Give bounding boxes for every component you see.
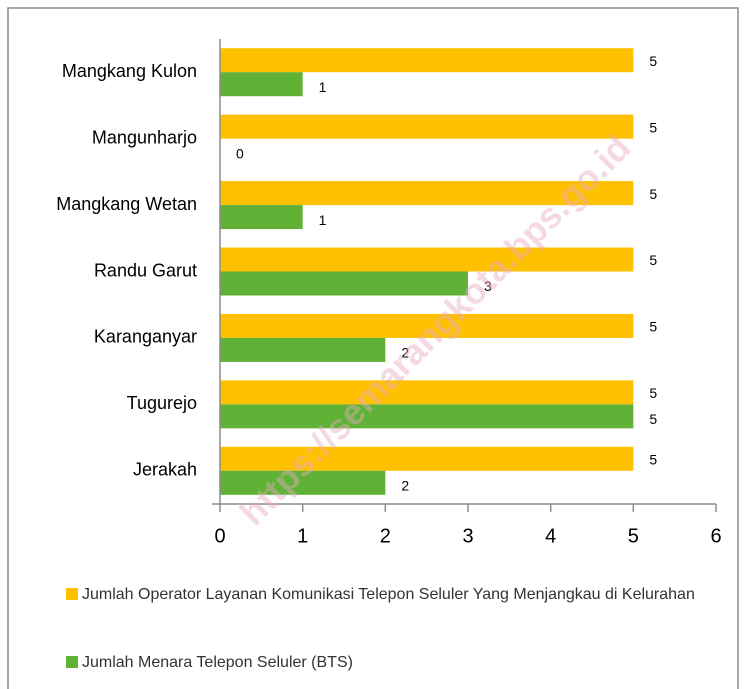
bar (220, 313, 634, 338)
legend-label: Jumlah Operator Layanan Komunikasi Telep… (82, 586, 695, 603)
data-label: 5 (649, 319, 657, 335)
chart-border (7, 7, 739, 689)
category-label: Mangkang Wetan (56, 194, 197, 214)
category-label: Mangkang Kulon (62, 61, 197, 81)
data-label: 5 (649, 53, 657, 69)
x-tick-label: 1 (297, 525, 308, 547)
bar (220, 114, 634, 139)
x-tick-label: 2 (380, 525, 391, 547)
bar (220, 337, 386, 362)
bar (220, 446, 634, 471)
data-label: 2 (401, 345, 409, 361)
category-label: Tugurejo (127, 393, 197, 413)
legend-item: Jumlah Operator Layanan Komunikasi Telep… (66, 582, 726, 607)
bar (220, 181, 634, 206)
data-label: 3 (484, 278, 492, 294)
data-label: 5 (649, 451, 657, 467)
data-label: 5 (649, 411, 657, 427)
x-tick-label: 5 (628, 525, 639, 547)
data-label: 5 (649, 385, 657, 401)
category-label: Jerakah (133, 460, 197, 480)
category-label: Mangunharjo (92, 127, 197, 147)
data-label: 0 (236, 145, 244, 161)
bar (220, 380, 634, 405)
bar (220, 404, 634, 429)
legend-swatch (66, 656, 78, 668)
bar (220, 48, 634, 73)
category-label: Randu Garut (94, 260, 197, 280)
data-label: 2 (401, 477, 409, 493)
data-label: 5 (649, 119, 657, 135)
bar (220, 470, 386, 495)
x-tick-label: 0 (214, 525, 225, 547)
bar (220, 205, 303, 230)
bar (220, 72, 303, 97)
legend-item: Jumlah Menara Telepon Seluler (BTS) (66, 650, 356, 675)
data-label: 5 (649, 252, 657, 268)
bar (220, 271, 468, 296)
legend-label: Jumlah Menara Telepon Seluler (BTS) (82, 654, 353, 671)
bar (220, 247, 634, 272)
x-tick-label: 6 (710, 525, 721, 547)
x-tick-label: 4 (545, 525, 556, 547)
data-label: 1 (319, 212, 327, 228)
legend-swatch (66, 588, 78, 600)
data-label: 1 (319, 79, 327, 95)
x-tick-label: 3 (462, 525, 473, 547)
data-label: 5 (649, 186, 657, 202)
category-label: Karanganyar (94, 327, 197, 347)
